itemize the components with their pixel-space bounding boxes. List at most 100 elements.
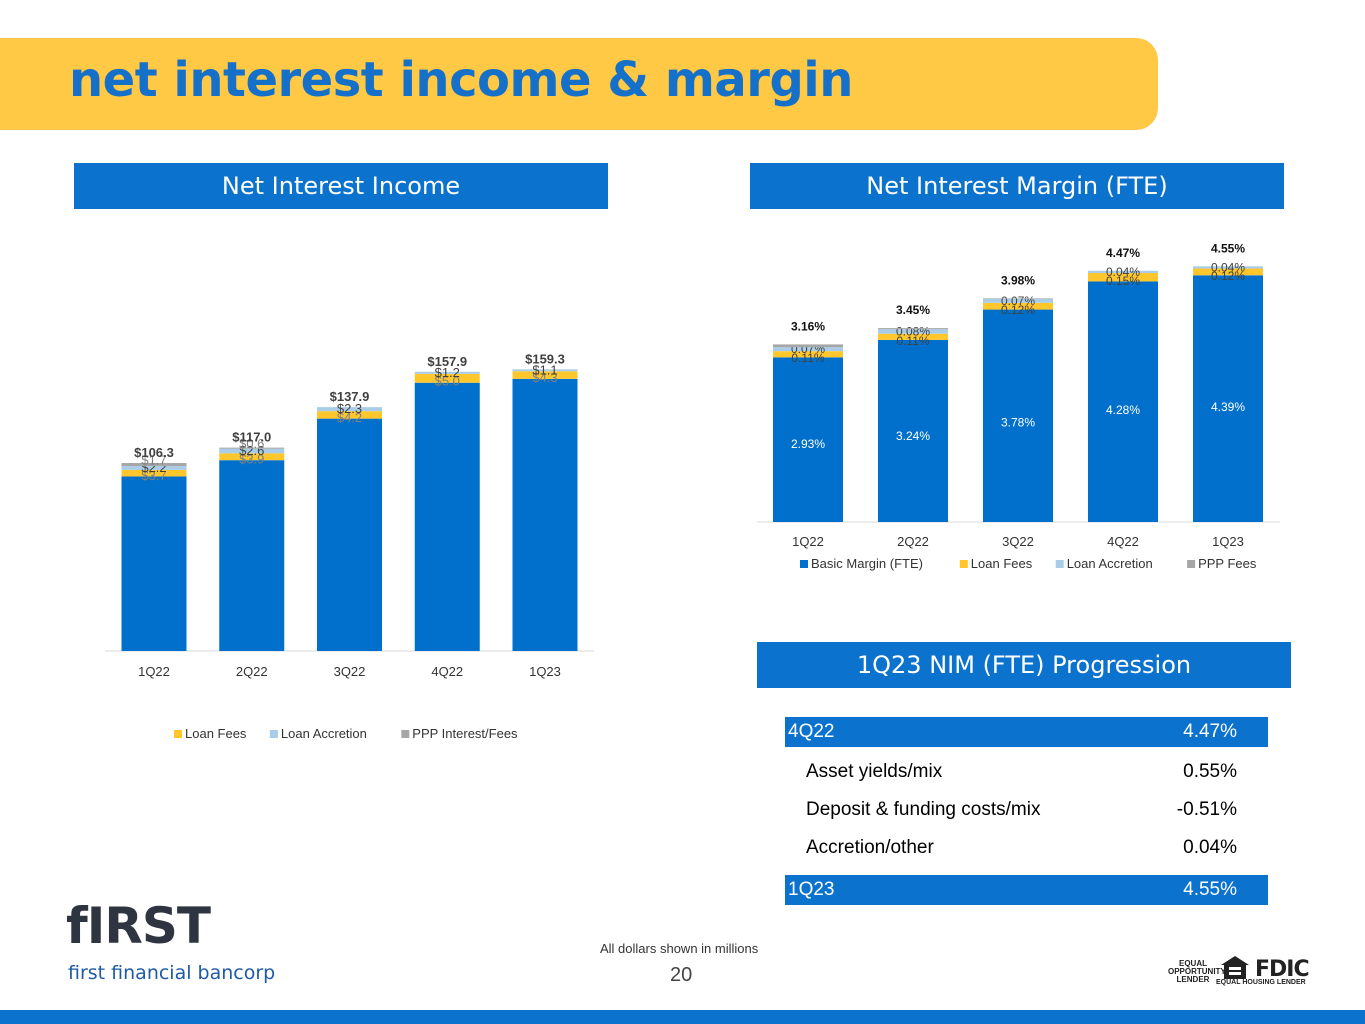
page-number: 20 (670, 964, 693, 986)
nim-category-label-1q22: 1Q22 (792, 534, 824, 549)
nii-label-ppp-interest-fees-1q22: $1.7 (141, 453, 166, 468)
nim-label-loan-accretion-1q22: 0.07% (791, 342, 825, 356)
nii-total-label-1q23: $159.3 (525, 351, 565, 366)
nii-label-loan-fees-1q22: $3.7 (141, 468, 166, 483)
nim-category-label-1q23: 1Q23 (1212, 534, 1244, 549)
nim-bar-loan-fees-1q23 (1193, 268, 1263, 276)
nii-category-label-3q22: 3Q22 (334, 664, 366, 679)
nim-bar-basic-margin-fte--1q22 (773, 357, 843, 522)
nii-legend-loan-accretion: Loan Accretion (281, 726, 367, 741)
nim-legend-swatch-loan-fees (959, 560, 968, 568)
nim-legend-loan-fees: Loan Fees (971, 556, 1033, 571)
nii-bar-loan-accretion-3q22 (317, 407, 382, 412)
nim-legend-loan-accretion: Loan Accretion (1067, 556, 1153, 571)
nii-label-loan-accretion-3q22: $2.3 (337, 401, 362, 416)
nim-total-label-2q22: 3.45% (896, 303, 930, 317)
nii-bar-base-2q22 (219, 460, 285, 651)
nim-progression-row: 4Q22 4.47% (785, 717, 1268, 747)
nii-total-label-3q22: $137.9 (330, 389, 370, 404)
nim-progression-row-label: Accretion/other (806, 837, 934, 858)
nim-progression-row-value: -0.51% (1176, 799, 1237, 820)
nim-progression-row-label: Asset yields/mix (806, 761, 943, 782)
nim-bar-loan-fees-1q22 (773, 351, 843, 358)
nii-legend-swatch-ppp-interest-fees (401, 730, 410, 738)
nii-label-loan-fees-3q22: $4.2 (337, 410, 362, 425)
nim-progression-row-value: 0.04% (1183, 837, 1237, 858)
nim-progression-row-label: 4Q22 (788, 721, 835, 742)
nii-category-label-1q22: 1Q22 (138, 664, 170, 679)
nim-label-loan-accretion-3q22: 0.07% (1001, 294, 1035, 308)
nim-progression-row: Asset yields/mix 0.55% (785, 757, 1268, 787)
nim-label-loan-fees-1q23: 0.12% (1211, 269, 1245, 283)
nim-label-basic-margin-fte--4q22: 4.28% (1106, 403, 1140, 417)
nii-label-loan-accretion-2q22: $2.6 (239, 443, 264, 458)
nii-legend-swatch-loan-fees (174, 730, 182, 738)
nim-progression-row: Deposit & funding costs/mix -0.51% (785, 795, 1268, 825)
nim-total-label-1q23: 4.55% (1211, 241, 1245, 255)
nii-total-label-4q22: $157.9 (427, 354, 467, 369)
nim-bar-basic-margin-fte--4q22 (1088, 281, 1158, 522)
nim-bar-loan-fees-4q22 (1088, 273, 1158, 282)
nii-bar-loan-accretion-2q22 (219, 448, 285, 454)
page-title: net interest income & margin (69, 52, 853, 108)
nim-category-label-4q22: 4Q22 (1107, 534, 1139, 549)
nim-legend-swatch-ppp-fees (1187, 560, 1196, 568)
equal-housing-icon (1221, 956, 1249, 979)
nim-progression-row-value: 4.55% (1183, 879, 1237, 900)
nii-label-loan-fees-4q22: $5.0 (435, 373, 460, 388)
nim-bar-basic-margin-fte--1q23 (1193, 275, 1263, 522)
nii-bar-loan-fees-4q22 (414, 373, 480, 383)
nim-label-loan-fees-2q22: 0.11% (896, 334, 929, 348)
nim-bar-loan-accretion-1q22 (773, 347, 843, 352)
nii-bar-base-1q23 (512, 378, 578, 651)
nim-label-basic-margin-fte--2q22: 3.24% (896, 429, 930, 443)
nim-bar-loan-accretion-2q22 (878, 329, 948, 334)
nim-bar-loan-accretion-3q22 (983, 298, 1053, 303)
nii-bar-loan-fees-1q22 (121, 469, 187, 477)
nim-bar-loan-fees-3q22 (983, 302, 1053, 310)
nim-panel-title: Net Interest Margin (FTE) (750, 163, 1284, 209)
nim-legend-ppp-fees: PPP Fees (1198, 556, 1257, 571)
company-name: first financial bancorp (68, 962, 276, 984)
nim-progression-row-label: Deposit & funding costs/mix (806, 799, 1041, 820)
equal-opportunity-lender-badge: EQUAL OPPORTUNITY LENDER (1168, 959, 1226, 984)
nim-progression-row-label: 1Q23 (788, 879, 835, 900)
nii-legend-ppp-interest-fees: PPP Interest/Fees (412, 726, 518, 741)
nim-label-loan-accretion-1q23: 0.04% (1211, 260, 1245, 274)
nim-category-label-2q22: 2Q22 (897, 534, 929, 549)
nim-bar-ppp-fees-1q22 (773, 344, 843, 348)
nii-label-loan-accretion-4q22: $1.2 (435, 365, 460, 380)
nim-label-loan-fees-3q22: 0.12% (1001, 303, 1035, 317)
nii-label-loan-accretion-1q23: $1.1 (532, 362, 557, 377)
nii-bar-loan-accretion-1q23 (512, 369, 578, 372)
progression-panel-title: 1Q23 NIM (FTE) Progression (757, 642, 1291, 688)
nim-label-loan-accretion-2q22: 0.08% (896, 324, 930, 338)
nii-legend-loan-fees: Loan Fees (185, 726, 247, 741)
nim-label-basic-margin-fte--3q22: 3.78% (1001, 415, 1035, 429)
nim-bar-loan-accretion-1q23 (1193, 266, 1263, 269)
nii-bar-base-4q22 (414, 382, 480, 651)
title-banner (0, 38, 1158, 130)
nii-bar-loan-accretion-4q22 (414, 371, 480, 374)
footnote: All dollars shown in millions (600, 941, 759, 956)
nii-category-label-2q22: 2Q22 (236, 664, 268, 679)
nim-total-label-4q22: 4.47% (1106, 246, 1140, 260)
nim-label-basic-margin-fte--1q23: 4.39% (1211, 400, 1245, 414)
nii-category-label-4q22: 4Q22 (431, 664, 463, 679)
nim-label-loan-accretion-4q22: 0.04% (1106, 265, 1140, 279)
nii-total-label-2q22: $117.0 (232, 430, 271, 445)
fdic-badge: FDIC (1255, 957, 1310, 982)
nim-legend-basic-margin-fte-: Basic Margin (FTE) (811, 556, 923, 571)
nii-bar-loan-fees-1q23 (512, 371, 578, 379)
equal-housing-lender-badge: EQUAL HOUSING LENDER (1216, 979, 1306, 986)
nii-panel-title: Net Interest Income (74, 163, 608, 209)
nii-total-label-1q22: $106.3 (134, 445, 174, 460)
nim-legend-swatch-basic-margin-fte- (800, 560, 808, 568)
nii-label-loan-fees-1q23: $4.3 (532, 370, 557, 385)
nim-progression-row: Accretion/other 0.04% (785, 833, 1268, 863)
nim-total-label-1q22: 3.16% (791, 319, 825, 333)
nim-label-basic-margin-fte--1q22: 2.93% (791, 437, 825, 451)
nii-bar-loan-fees-3q22 (317, 411, 382, 419)
nim-label-loan-fees-4q22: 0.15% (1106, 274, 1140, 288)
nim-bar-loan-fees-2q22 (878, 333, 948, 340)
